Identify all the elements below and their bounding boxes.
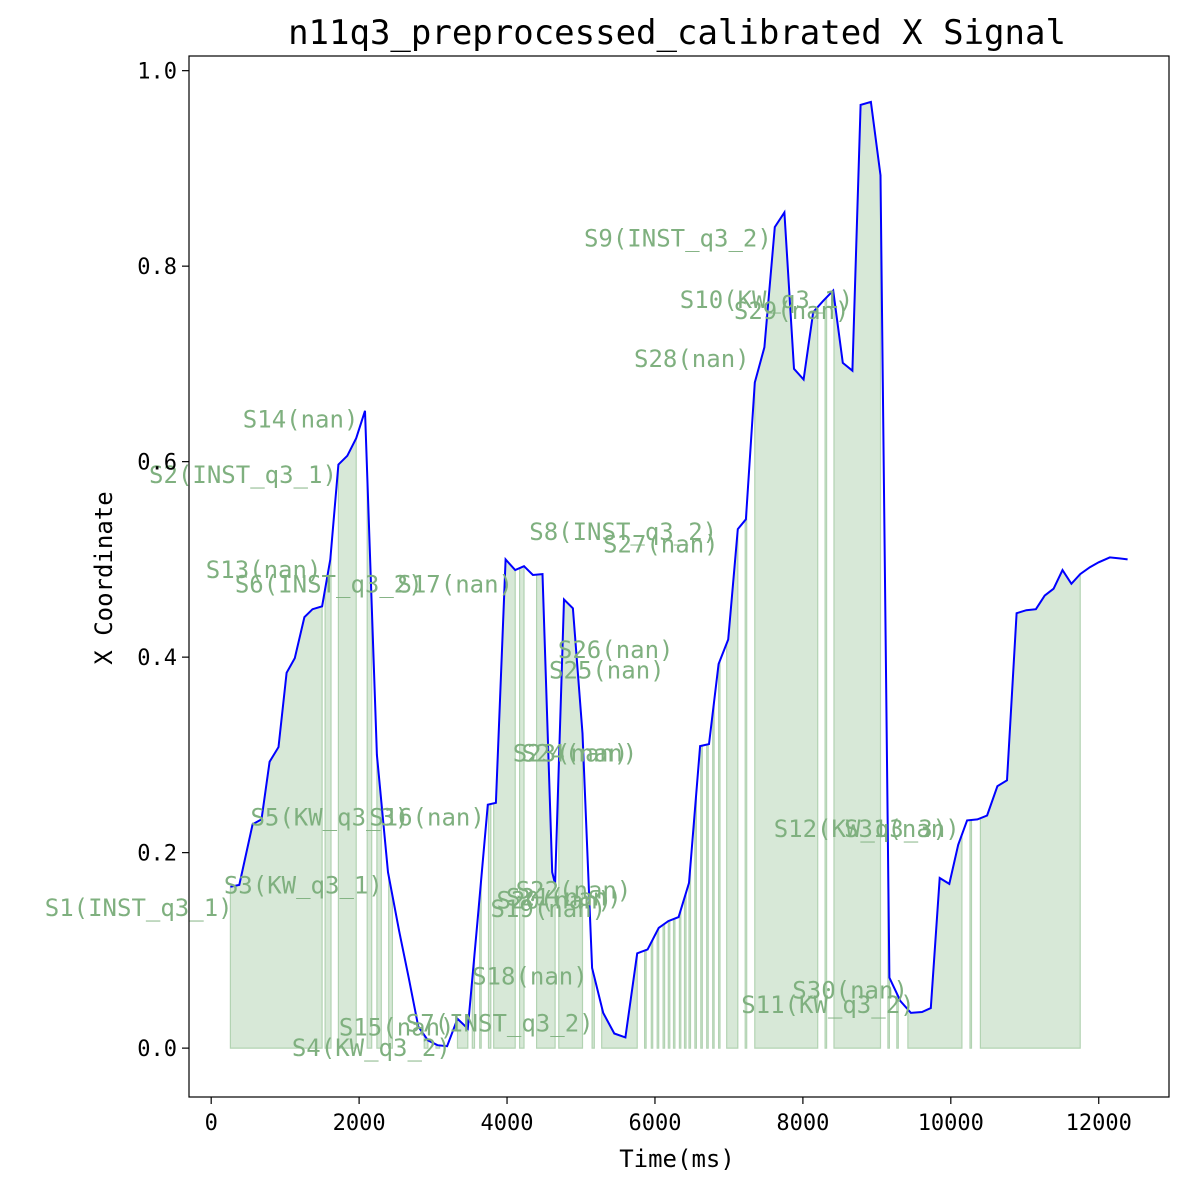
shaded-spans (229, 101, 1081, 1049)
annotation-label-27: S27(nan) (603, 531, 719, 559)
annotation-label-30: S30(nan) (792, 976, 908, 1004)
y-axis-ticks: 0.0 0.2 0.4 0.6 0.8 1.0 (137, 60, 189, 1062)
annotation-label-16: S16(nan) (369, 803, 485, 831)
annotation-label-11: S11(KW_q3_2) (741, 991, 914, 1019)
annotation-label-12: S12(KW_q3_3) (774, 815, 947, 843)
x-tick-label: 12000 (1066, 1111, 1132, 1136)
shaded-span-26 (683, 892, 687, 1049)
annotation-label-19: S19(nan) (491, 895, 607, 923)
annotation-label-17: S17(nan) (397, 571, 513, 599)
annotation-label-25: S25(nan) (549, 657, 665, 685)
shaded-span-25 (678, 909, 682, 1049)
annotation-label-21: S21(nan) (506, 883, 622, 911)
annotation-label-14: S14(nan) (243, 405, 359, 433)
y-tick-label: 0.8 (137, 255, 177, 280)
x-tick-label: 4000 (481, 1111, 534, 1136)
x-tick-label: 8000 (776, 1111, 829, 1136)
shaded-span-34 (744, 507, 748, 1049)
shaded-span-27 (688, 864, 692, 1049)
y-tick-label: 0.0 (137, 1037, 177, 1062)
annotation-label-1: S1(INST_q3_1) (45, 894, 233, 922)
y-tick-label: 0.4 (137, 646, 177, 671)
annotation-label-28: S28(nan) (634, 345, 750, 373)
shaded-span-23 (667, 919, 671, 1049)
annotation-label-18: S18(nan) (472, 963, 588, 991)
x-tick-label: 10000 (918, 1111, 984, 1136)
shaded-span-22 (662, 922, 666, 1049)
shaded-span-29 (700, 744, 703, 1049)
y-axis-label: X Coordinate (90, 491, 118, 664)
x-axis-ticks: 0 2000 4000 6000 8000 10000 12000 (205, 1097, 1132, 1136)
shaded-span-32 (718, 659, 721, 1049)
segment-annotations: S1(INST_q3_1) S2(INST_q3_1) S3(KW_q3_1) S4(… (45, 225, 960, 1062)
annotation-label-6: S6(INST_q3_2) (235, 571, 423, 599)
annotation-label-9: S9(INST_q3_2) (584, 225, 772, 253)
annotation-label-23: S23(nan) (513, 740, 629, 768)
shaded-span-24 (672, 917, 676, 1049)
annotation-label-10: S10(KW_q3_1) (680, 286, 853, 314)
y-tick-label: 1.0 (137, 60, 177, 85)
shaded-span-2 (324, 550, 332, 1049)
shaded-span-31 (712, 700, 715, 1049)
annotation-label-15: S15(nan) (339, 1013, 455, 1041)
annotation-label-24: S24(nan) (522, 740, 638, 768)
shaded-span-30 (706, 743, 709, 1049)
shaded-span-36 (824, 295, 828, 1049)
plot-frame (188, 55, 1170, 1098)
annotation-label-29: S29(nan) (734, 297, 850, 325)
annotation-label-8: S8(INST_q3_2) (529, 518, 717, 546)
x-signal-line (230, 100, 1128, 1048)
shaded-span-20 (650, 939, 654, 1049)
annotation-label-5: S5(KW_q3_3) (250, 803, 409, 831)
x-axis-label: Time(ms) (619, 1145, 735, 1173)
shaded-span-3 (337, 437, 357, 1049)
shaded-span-19 (644, 949, 647, 1049)
annotation-label-13: S13(nan) (206, 556, 322, 584)
annotation-label-7: S7(INST_q3_2) (406, 1010, 594, 1038)
annotation-label-3: S3(KW_q3_1) (224, 872, 383, 900)
y-tick-label: 0.6 (137, 451, 177, 476)
shaded-span-41 (969, 819, 973, 1049)
annotation-label-31: S31(nan) (844, 815, 960, 843)
annotation-label-26: S26(nan) (558, 636, 674, 664)
shaded-span-28 (694, 791, 697, 1049)
x-tick-label: 0 (205, 1111, 218, 1136)
y-tick-label: 0.2 (137, 842, 177, 867)
annotation-label-4: S4(KW_q3_2) (292, 1034, 451, 1062)
x-tick-label: 2000 (333, 1111, 386, 1136)
chart-title: n11q3_preprocessed_calibrated X Signal (288, 13, 1066, 53)
annotation-label-20: S20(nan) (497, 886, 613, 914)
x-tick-label: 6000 (628, 1111, 681, 1136)
shaded-span-21 (656, 927, 660, 1049)
annotation-label-22: S22(nan) (516, 877, 632, 905)
annotation-label-2: S2(INST_q3_1) (149, 461, 337, 489)
